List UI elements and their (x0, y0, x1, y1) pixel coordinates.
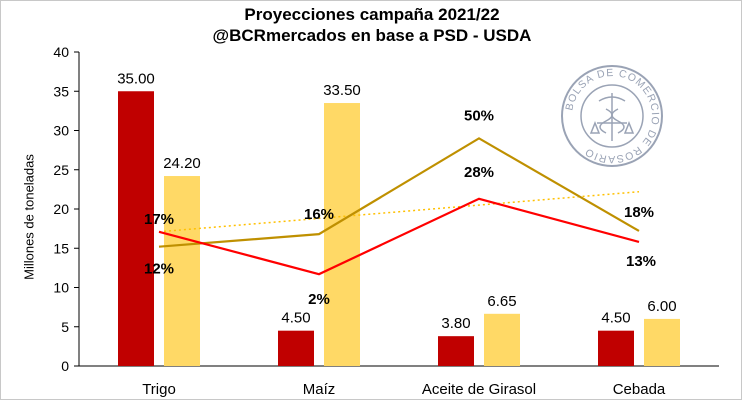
bar-series-1 (118, 91, 154, 366)
bar-series-2 (644, 318, 680, 366)
line-data-label: 18% (624, 204, 654, 221)
caduceus-icon (589, 93, 635, 141)
x-tick-label: Trigo (142, 381, 176, 398)
chart-subtitle: @BCRmercados en base a PSD - USDA (212, 26, 532, 45)
bar-data-label: 24.20 (163, 155, 201, 172)
line-data-label: 16% (304, 206, 334, 223)
bar-series-2 (324, 103, 360, 367)
y-tick-label: 35 (53, 83, 69, 99)
bolsa-comercio-rosario-seal-logo: BOLSA DE COMERCIO DE ROSARIO (561, 65, 663, 167)
trend-line (158, 190, 640, 233)
bar-series-2 (164, 176, 200, 366)
chart-title: Proyecciones campaña 2021/22 (244, 5, 500, 24)
bar-series-2 (484, 313, 520, 366)
line-data-label: 17% (144, 211, 174, 228)
bar-series-1 (598, 330, 634, 366)
bar-data-label: 4.50 (281, 310, 310, 327)
bar-data-label: 6.65 (487, 293, 516, 310)
y-tick-label: 30 (53, 123, 69, 139)
bar-data-label: 6.00 (647, 298, 676, 315)
bar-data-label: 33.50 (323, 82, 361, 99)
line-data-label: 13% (626, 253, 656, 270)
y-tick-label: 15 (53, 240, 69, 256)
y-tick-label: 40 (53, 44, 69, 60)
bar-data-label: 35.00 (117, 70, 155, 87)
bar-series-1 (278, 330, 314, 366)
line-data-label: 2% (308, 291, 330, 308)
line-data-label: 50% (464, 107, 494, 124)
y-tick-label: 25 (53, 162, 69, 178)
y-tick-label: 0 (61, 358, 69, 374)
line-series-2 (158, 197, 640, 276)
y-tick-label: 20 (53, 201, 69, 217)
line-series-1 (158, 137, 640, 248)
y-tick-label: 5 (61, 319, 69, 335)
bar-data-label: 4.50 (601, 310, 630, 327)
x-tick-label: Maíz (303, 381, 336, 398)
line-data-label: 28% (464, 164, 494, 181)
x-tick-label: Cebada (613, 381, 666, 398)
bar-data-label: 3.80 (441, 315, 470, 332)
line-data-label: 12% (144, 261, 174, 278)
bar-series-1 (438, 336, 474, 366)
x-tick-label: Aceite de Girasol (422, 381, 536, 398)
y-tick-label: 10 (53, 280, 69, 296)
